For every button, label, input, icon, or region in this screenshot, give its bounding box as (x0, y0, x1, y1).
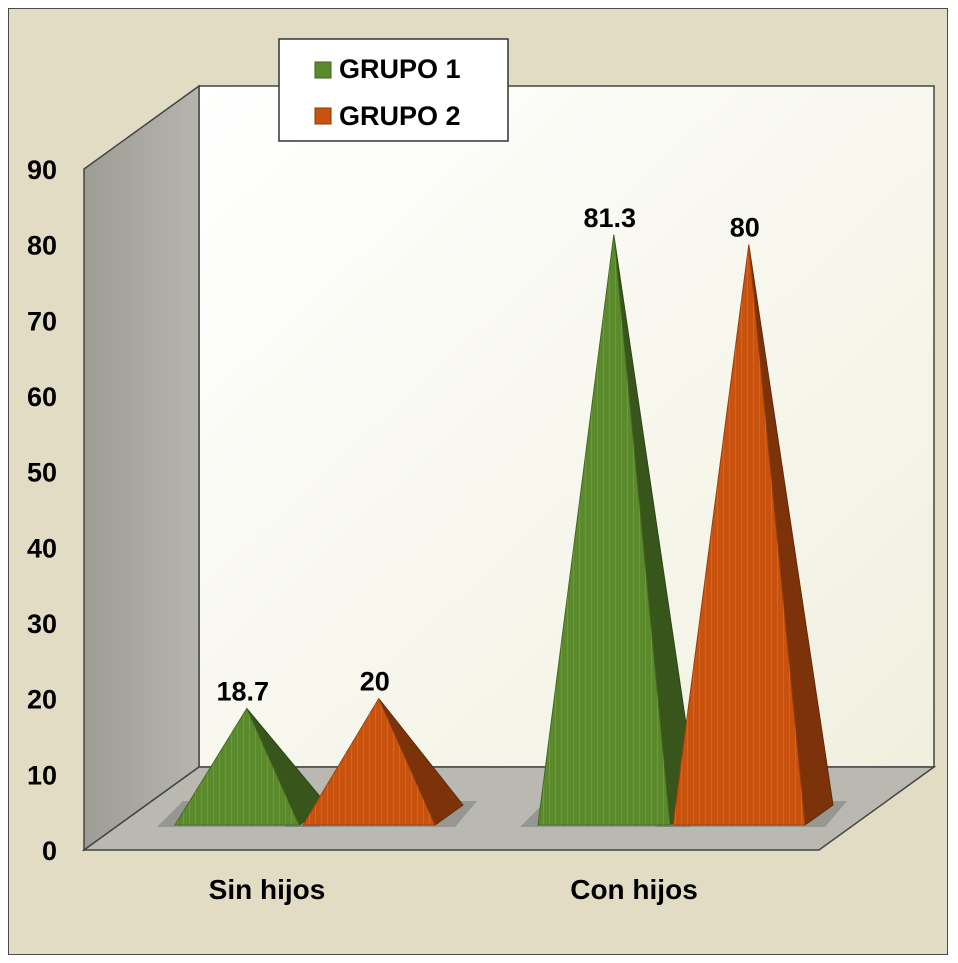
data-label: 18.7 (217, 677, 270, 707)
legend-swatch-grupo-2 (314, 107, 332, 125)
pyramid-chart: 0 10 20 30 40 50 60 70 80 90 Sin hijos Con hijos 1… (27, 38, 937, 905)
data-label: 81.3 (584, 203, 637, 233)
y-tick-label: 0 (42, 836, 57, 866)
chart-frame: 0 10 20 30 40 50 60 70 80 90 Sin hijos Con hijos 1… (8, 8, 948, 955)
pyramid-texture (175, 708, 299, 825)
legend-label-grupo-2: GRUPO 2 (339, 101, 461, 131)
pyramid-texture (673, 244, 805, 825)
y-tick-label: 30 (27, 609, 57, 639)
y-tick-label: 70 (27, 306, 57, 336)
pyramid-bar (174, 707, 328, 826)
pyramid-texture (538, 234, 670, 825)
category-label: Sin hijos (209, 874, 326, 905)
legend-swatch-grupo-1 (314, 61, 332, 79)
legend: GRUPO 1 GRUPO 2 (278, 38, 509, 142)
y-tick-label: 60 (27, 382, 57, 412)
category-label: Con hijos (570, 874, 698, 905)
pyramid-texture (303, 698, 435, 825)
data-label: 20 (360, 667, 390, 697)
data-label: 80 (730, 213, 760, 243)
y-tick-label: 90 (27, 155, 57, 185)
legend-label-grupo-1: GRUPO 1 (339, 54, 461, 84)
y-tick-label: 10 (27, 760, 57, 790)
pyramid-bar (672, 244, 834, 826)
y-tick-label: 80 (27, 231, 57, 261)
pyramid-bar (302, 697, 464, 826)
pyramid-bar (537, 234, 699, 826)
y-tick-label: 50 (27, 458, 57, 488)
side-wall (83, 84, 200, 852)
y-tick-label: 40 (27, 533, 57, 563)
y-tick-label: 20 (27, 685, 57, 715)
